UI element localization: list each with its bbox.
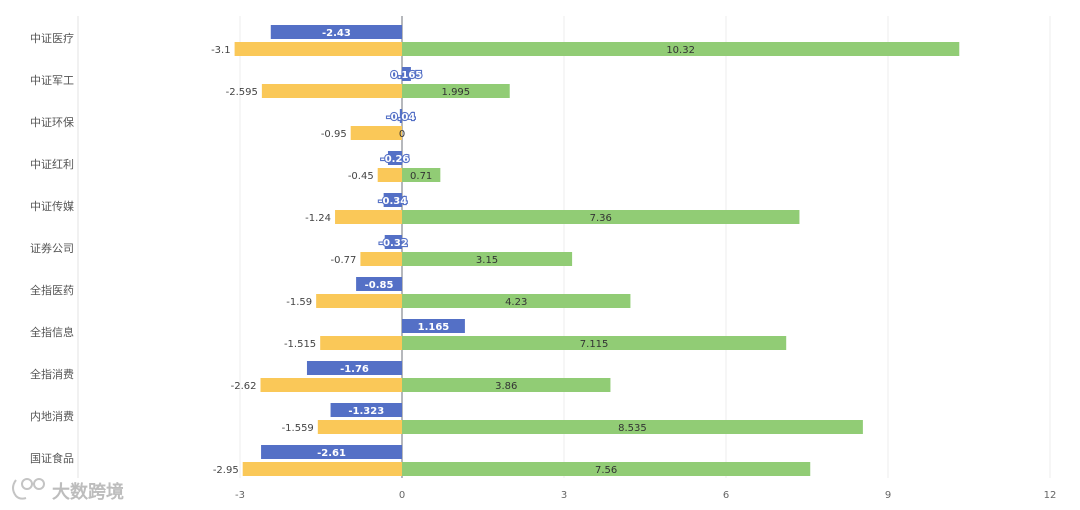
grid-lines [77,16,1051,478]
category-label: 全指消费 [30,367,74,381]
x-tick-label: 9 [885,490,891,501]
bar-blue [387,151,402,165]
category-labels: 中证医疗中证军工中证环保中证红利中证传媒证券公司全指医药全指信息全指消费内地消费… [30,31,74,465]
bar-green-label: 7.56 [595,465,617,476]
bar-blue [270,25,402,39]
category-label: 中证环保 [30,115,74,129]
bar-yellow-label: -1.59 [286,297,312,308]
category-label: 中证医疗 [30,31,74,45]
bar-green-label: 7.115 [580,339,609,350]
bar-blue-label: -0.34 [378,196,407,207]
bar-yellow [242,462,402,476]
bar-blue [402,319,465,333]
bar-green [402,294,631,308]
bar-green-label: 10.32 [666,45,695,56]
x-tick-label: 6 [723,490,729,501]
category-label: 中证红利 [30,158,74,171]
bar-green [402,210,800,224]
category-label: 证券公司 [30,241,74,255]
bar-yellow-label: -0.45 [348,171,374,182]
category-label: 全指医药 [30,283,74,297]
bar-blue [356,277,402,291]
bar-green [402,168,441,182]
bar-blue-label: -0.32 [379,238,408,249]
bar-green-label: 8.535 [618,423,647,434]
bar-blue-label: -0.85 [365,280,394,291]
x-tick-label: 0 [399,490,405,501]
bar-yellow [335,210,402,224]
bar-blue-label: -1.76 [340,364,369,375]
bar-yellow [320,336,402,350]
category-label: 中证军工 [30,74,74,87]
bar-green-label: 1.995 [442,87,471,98]
bar-green-label: 0 [399,129,405,140]
category-label: 国证食品 [30,451,74,465]
bar-green-label: 3.15 [476,255,498,266]
watermark-text: 大数跨境 [52,481,124,503]
category-label: 内地消费 [30,409,74,423]
bar-yellow-label: -2.62 [231,381,257,392]
bar-green-label: 0.71 [410,171,432,182]
bar-blue-label: -2.61 [317,448,346,459]
bar-green [402,84,510,98]
bar-blue [402,67,411,81]
x-tick-label: 12 [1044,490,1057,501]
bar-green [402,378,611,392]
bar-green [402,336,787,350]
x-tick-label: -3 [235,490,245,501]
bar-blue [330,403,402,417]
bar-blue-label: -0.26 [381,154,410,165]
bar-yellow-label: -1.515 [284,339,316,350]
bar-green [402,462,811,476]
bar-blue [261,445,402,459]
bar-blue [306,361,402,375]
category-label: 中证传媒 [30,200,74,213]
bar-yellow [260,378,402,392]
bar-blue-label: -0.04 [387,112,416,123]
bar-yellow-label: -0.95 [321,129,347,140]
bar-yellow-label: -2.95 [213,465,239,476]
bar-blue-label: 0.165 [391,70,423,81]
bar-yellow [317,420,402,434]
bar-blue [384,235,402,249]
bar-green-label: 4.23 [505,297,527,308]
bar-yellow-label: -2.595 [226,87,258,98]
bar-green-label: 3.86 [495,381,517,392]
bar-blue [399,109,402,123]
bars [234,25,960,476]
bar-yellow-label: -1.559 [282,423,314,434]
bar-blue-label: -1.323 [348,406,384,417]
category-label: 全指信息 [30,325,74,339]
bar-yellow-label: -0.77 [331,255,357,266]
bar-yellow-label: -1.24 [305,213,331,224]
bar-yellow [261,84,402,98]
bar-yellow [377,168,402,182]
x-tick-label: 3 [561,490,567,501]
bar-blue [383,193,402,207]
bar-blue-label: 1.165 [418,322,450,333]
bar-yellow [350,126,402,140]
bar-yellow [234,42,402,56]
bar-yellow [360,252,402,266]
bar-green-label: 7.36 [590,213,612,224]
bar-green [402,252,573,266]
bar-blue-label: -2.43 [322,28,351,39]
bar-yellow [316,294,402,308]
watermark-logo-icon [12,478,45,500]
bar-yellow-label: -3.1 [211,45,231,56]
watermark: 大数跨境 [12,478,124,503]
bar-green [402,420,863,434]
value-labels: -2.43 -3.1 10.32 0.165 -2.595 1.995 -0.04 -0.95… [211,27,695,476]
bar-green [402,42,960,56]
x-tick-labels: -3 0 3 6 9 12 [235,490,1056,501]
